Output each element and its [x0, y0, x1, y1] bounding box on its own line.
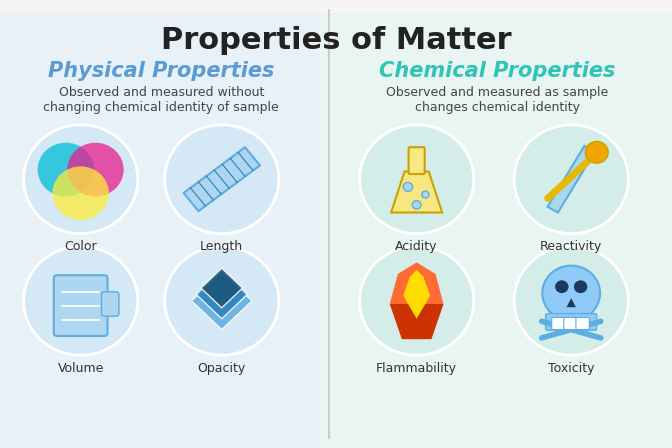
- Text: Reactivity: Reactivity: [540, 240, 602, 253]
- Text: Opacity: Opacity: [198, 362, 246, 375]
- Polygon shape: [403, 270, 430, 319]
- Text: Volume: Volume: [57, 362, 104, 375]
- FancyBboxPatch shape: [546, 314, 597, 330]
- Text: Chemical Properties: Chemical Properties: [379, 61, 616, 81]
- Circle shape: [67, 143, 124, 197]
- Polygon shape: [566, 298, 576, 307]
- Circle shape: [413, 201, 421, 209]
- Circle shape: [422, 191, 429, 198]
- FancyBboxPatch shape: [319, 13, 672, 448]
- Polygon shape: [390, 304, 444, 339]
- FancyBboxPatch shape: [409, 147, 425, 174]
- Polygon shape: [391, 172, 442, 212]
- FancyBboxPatch shape: [564, 318, 577, 330]
- Circle shape: [24, 125, 138, 233]
- Text: Color: Color: [65, 240, 97, 253]
- Polygon shape: [548, 146, 595, 212]
- Circle shape: [165, 125, 279, 233]
- Polygon shape: [192, 272, 252, 330]
- Polygon shape: [196, 270, 247, 319]
- Text: Toxicity: Toxicity: [548, 362, 595, 375]
- Text: Observed and measured without
changing chemical identity of sample: Observed and measured without changing c…: [44, 86, 279, 114]
- Circle shape: [403, 182, 413, 191]
- FancyBboxPatch shape: [576, 318, 589, 330]
- Circle shape: [555, 280, 569, 293]
- Circle shape: [24, 246, 138, 355]
- Circle shape: [585, 142, 608, 163]
- FancyBboxPatch shape: [54, 275, 108, 336]
- Circle shape: [514, 125, 628, 233]
- Circle shape: [514, 246, 628, 355]
- FancyBboxPatch shape: [101, 292, 119, 316]
- Circle shape: [542, 266, 600, 321]
- Circle shape: [165, 246, 279, 355]
- Text: Flammability: Flammability: [376, 362, 457, 375]
- Polygon shape: [183, 147, 260, 211]
- Polygon shape: [201, 268, 243, 308]
- Polygon shape: [390, 263, 444, 339]
- Text: Length: Length: [200, 240, 243, 253]
- Text: Observed and measured as sample
changes chemical identity: Observed and measured as sample changes …: [386, 86, 608, 114]
- FancyBboxPatch shape: [552, 318, 565, 330]
- Text: Physical Properties: Physical Properties: [48, 61, 274, 81]
- Circle shape: [574, 280, 587, 293]
- Text: Acidity: Acidity: [395, 240, 438, 253]
- Circle shape: [38, 143, 94, 197]
- FancyBboxPatch shape: [0, 13, 326, 448]
- Circle shape: [360, 125, 474, 233]
- Text: Properties of Matter: Properties of Matter: [161, 26, 511, 55]
- Circle shape: [360, 246, 474, 355]
- Circle shape: [52, 166, 109, 220]
